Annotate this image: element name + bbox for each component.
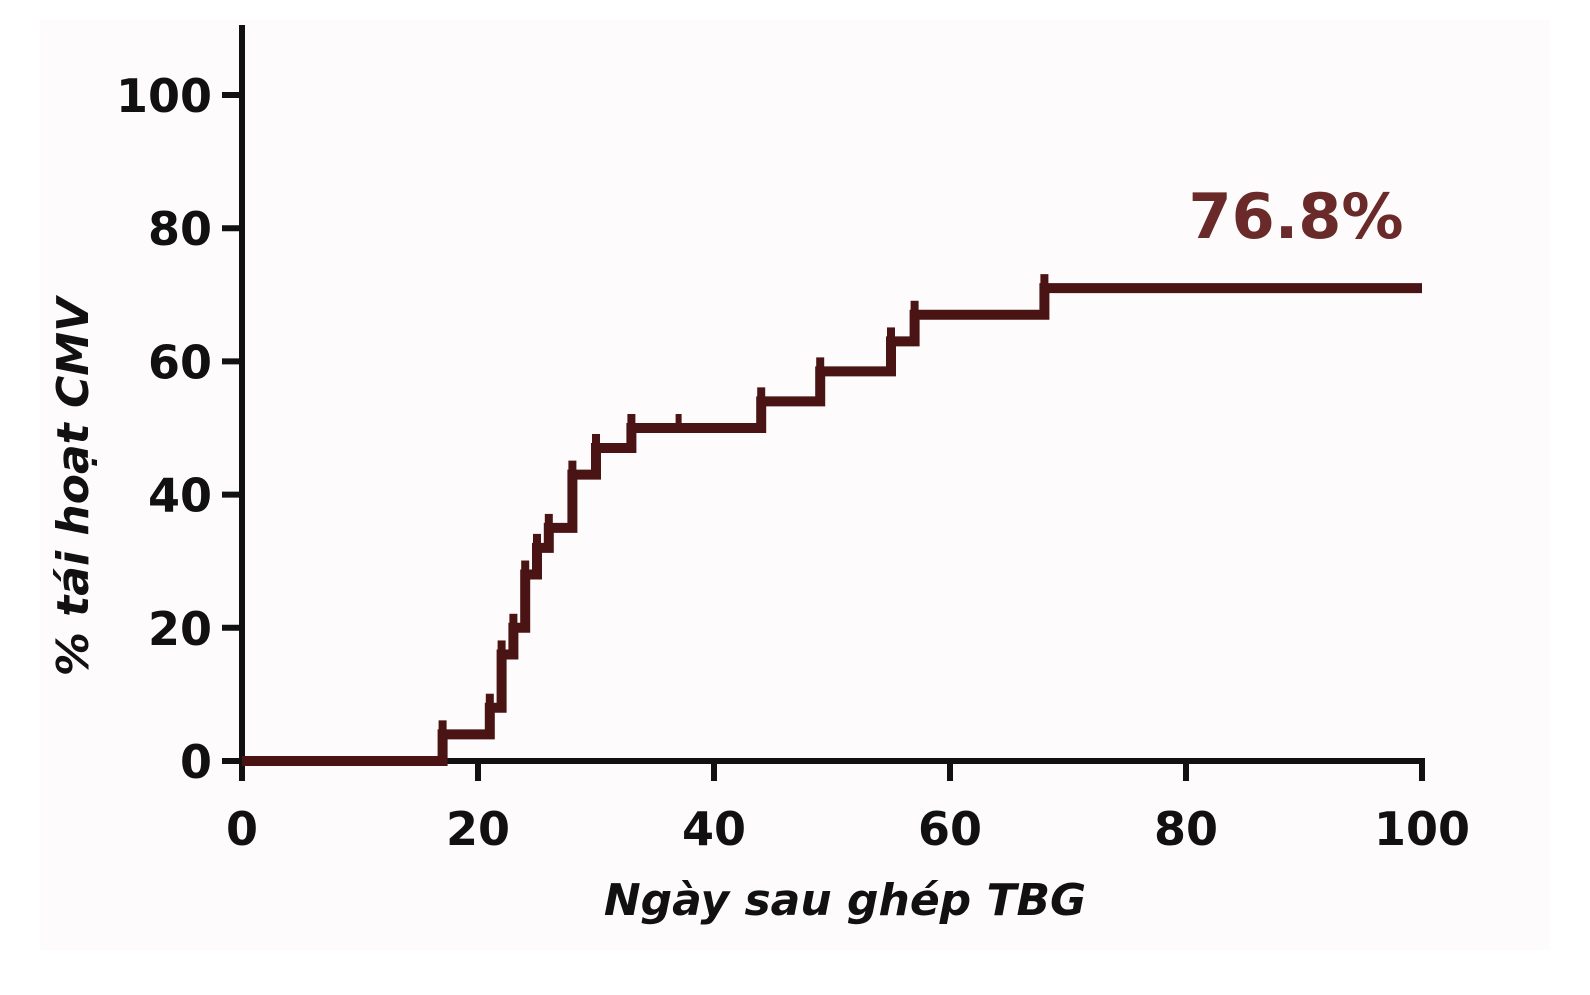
annotation-label: 76.8% xyxy=(1188,180,1403,253)
x-tick-label: 20 xyxy=(446,802,510,856)
x-tick-label: 60 xyxy=(918,802,982,856)
ticks: 0 20 40 60 80 100 0 20 40 60 80 100 xyxy=(116,69,1470,856)
y-axis-title: % tái hoạt CMV xyxy=(48,295,99,676)
survival-step-line xyxy=(242,283,1422,766)
x-tick-label: 40 xyxy=(682,802,746,856)
x-axis-title: Ngày sau ghép TBG xyxy=(604,875,1086,926)
y-tick-label: 0 xyxy=(180,735,212,789)
y-tick-label: 60 xyxy=(148,335,212,389)
x-tick-label: 100 xyxy=(1374,802,1470,856)
y-tick-label: 20 xyxy=(148,602,212,656)
y-tick-label: 100 xyxy=(116,69,212,123)
x-tick-label: 0 xyxy=(226,802,258,856)
y-tick-label: 80 xyxy=(148,202,212,256)
x-tick-label: 80 xyxy=(1154,802,1218,856)
series-layer xyxy=(242,274,1422,766)
y-tick-label: 40 xyxy=(148,469,212,523)
plot-background xyxy=(40,20,1550,950)
